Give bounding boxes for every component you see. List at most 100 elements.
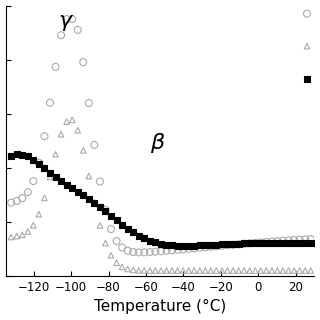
Point	[225, 243, 230, 248]
Point	[92, 142, 97, 148]
Point	[153, 240, 158, 245]
Point	[53, 64, 58, 69]
Point	[31, 157, 36, 162]
Point	[59, 33, 64, 38]
Point	[308, 268, 313, 273]
Point	[186, 243, 191, 248]
Point	[192, 243, 197, 248]
Point	[220, 243, 225, 248]
Point	[53, 152, 58, 157]
Point	[236, 242, 241, 247]
Point	[31, 223, 36, 228]
Point	[304, 11, 309, 16]
X-axis label: Temperature (°C): Temperature (°C)	[94, 300, 226, 315]
Point	[164, 268, 169, 273]
Point	[147, 250, 152, 255]
Point	[103, 209, 108, 214]
Point	[36, 161, 42, 166]
Point	[31, 179, 36, 184]
Point	[258, 240, 263, 245]
Point	[247, 241, 252, 246]
Point	[70, 117, 75, 123]
Point	[20, 232, 25, 237]
Point	[64, 17, 69, 22]
Point	[203, 243, 208, 248]
Text: β: β	[150, 133, 164, 153]
Point	[25, 190, 30, 195]
Point	[208, 268, 213, 273]
Point	[269, 239, 275, 244]
Point	[280, 238, 285, 243]
Point	[242, 268, 247, 273]
Point	[186, 246, 191, 252]
Point	[269, 268, 275, 273]
Point	[103, 241, 108, 246]
Point	[170, 268, 175, 273]
Point	[108, 213, 114, 218]
Point	[75, 128, 80, 133]
Text: γ: γ	[58, 11, 71, 31]
Point	[308, 241, 313, 246]
Point	[164, 242, 169, 247]
Point	[136, 268, 141, 273]
Point	[192, 246, 197, 251]
Point	[125, 226, 130, 231]
Point	[158, 241, 164, 246]
Point	[86, 196, 92, 202]
Point	[81, 193, 86, 198]
Point	[197, 245, 202, 250]
Point	[242, 241, 247, 246]
Point	[120, 222, 125, 227]
Point	[303, 237, 308, 242]
Point	[304, 44, 309, 49]
Point	[192, 268, 197, 273]
Point	[14, 198, 19, 204]
Point	[70, 17, 75, 22]
Point	[220, 242, 225, 247]
Point	[180, 268, 186, 273]
Point	[230, 242, 236, 247]
Point	[175, 268, 180, 273]
Point	[42, 165, 47, 171]
Point	[175, 247, 180, 252]
Point	[9, 235, 14, 240]
Point	[75, 189, 80, 195]
Point	[214, 268, 219, 273]
Point	[36, 212, 42, 217]
Point	[64, 182, 69, 188]
Point	[203, 268, 208, 273]
Point	[247, 268, 252, 273]
Point	[292, 268, 297, 273]
Point	[153, 268, 158, 273]
Point	[214, 242, 219, 247]
Point	[131, 268, 136, 273]
Point	[292, 240, 297, 245]
Point	[170, 248, 175, 253]
Point	[14, 234, 19, 239]
Point	[253, 240, 258, 245]
Point	[175, 243, 180, 248]
Point	[275, 268, 280, 273]
Point	[170, 243, 175, 248]
Point	[197, 243, 202, 248]
Point	[120, 264, 125, 269]
Point	[136, 233, 141, 238]
Point	[14, 152, 19, 157]
Point	[97, 204, 102, 210]
Point	[292, 237, 297, 243]
Point	[230, 268, 236, 273]
Point	[64, 119, 69, 124]
Point	[20, 196, 25, 201]
Point	[225, 268, 230, 273]
Point	[20, 152, 25, 157]
Point	[220, 268, 225, 273]
Point	[92, 200, 97, 205]
Point	[269, 240, 275, 245]
Point	[114, 238, 119, 244]
Point	[253, 241, 258, 246]
Point	[53, 174, 58, 180]
Point	[36, 160, 42, 165]
Point	[131, 230, 136, 235]
Point	[264, 239, 269, 244]
Point	[258, 240, 263, 245]
